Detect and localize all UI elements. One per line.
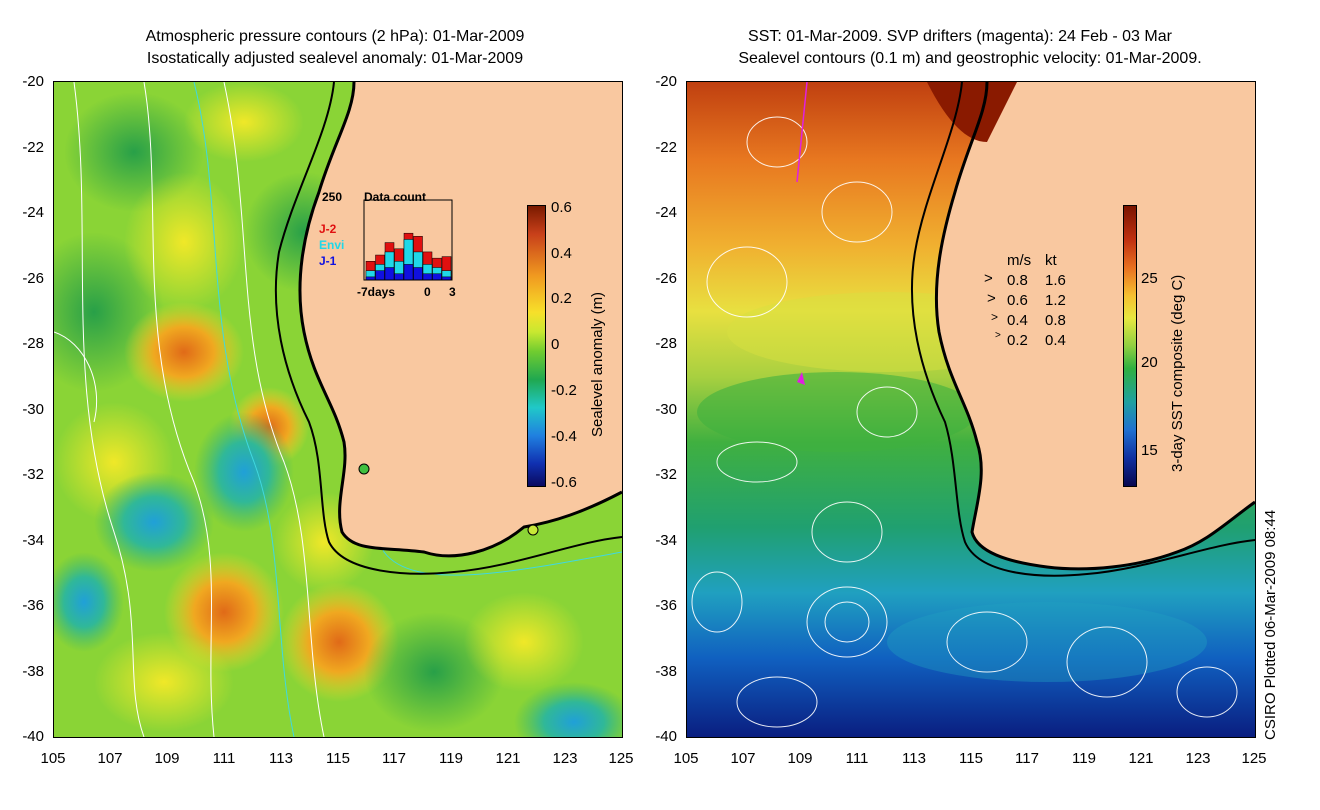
right-xtick: 105 bbox=[673, 750, 699, 767]
inset-bar bbox=[432, 273, 442, 281]
left-xtick: 111 bbox=[212, 750, 236, 767]
inset-legend-j1: J-1 bbox=[319, 254, 337, 268]
left-xtick: 125 bbox=[608, 750, 634, 767]
inset-bar bbox=[375, 270, 385, 281]
sst-map[interactable]: m/s kt > 0.8 1.6 > 0.6 1.2 > 0.4 0.8 > 0… bbox=[686, 81, 1256, 738]
right-xtick: 119 bbox=[1072, 750, 1096, 767]
data-count-inset bbox=[363, 199, 453, 281]
cbar-tick-1: 0.4 bbox=[551, 245, 572, 262]
left-ytick: -24 bbox=[22, 204, 44, 221]
vel-legend-arrow: > bbox=[991, 310, 999, 324]
cbar-title-left: Sealevel anomaly (m) bbox=[589, 291, 606, 437]
right-title-line2: Sealevel contours (0.1 m) and geostrophi… bbox=[738, 50, 1202, 67]
right-xtick: 109 bbox=[787, 750, 813, 767]
cbar-tick-3: 0 bbox=[551, 336, 560, 353]
right-xtick: 111 bbox=[845, 750, 869, 767]
left-xtick: 109 bbox=[154, 750, 180, 767]
left-ytick: -20 bbox=[22, 73, 44, 90]
sst-cbar-tick-1: 20 bbox=[1141, 354, 1158, 371]
right-ytick: -34 bbox=[655, 532, 677, 549]
right-xtick: 115 bbox=[959, 750, 983, 767]
left-ytick: -28 bbox=[22, 335, 44, 352]
sealevel-colorbar bbox=[527, 205, 546, 487]
right-ytick: -20 bbox=[655, 73, 677, 90]
left-title-line1: Atmospheric pressure contours (2 hPa): 0… bbox=[145, 28, 525, 45]
inset-ymax-label: 250 bbox=[322, 190, 343, 204]
left-xtick: 117 bbox=[382, 750, 406, 767]
vel-legend-kt: 0.4 bbox=[1045, 332, 1066, 349]
inset-xlabel-end: 3 bbox=[449, 285, 456, 299]
left-ytick: -32 bbox=[22, 466, 44, 483]
inset-bar bbox=[384, 267, 395, 281]
left-ytick: -22 bbox=[22, 139, 44, 156]
left-xtick: 107 bbox=[97, 750, 123, 767]
vel-legend-header-ms: m/s bbox=[1007, 252, 1032, 269]
vel-legend-header-kt: kt bbox=[1045, 252, 1057, 269]
vel-legend-arrow: > bbox=[984, 270, 993, 287]
right-ytick: -40 bbox=[655, 728, 677, 745]
vel-legend-kt: 0.8 bbox=[1045, 312, 1066, 329]
left-ytick: -38 bbox=[22, 663, 44, 680]
left-xtick: 115 bbox=[326, 750, 350, 767]
cbar-title-right: 3-day SST composite (deg C) bbox=[1169, 274, 1186, 472]
cbar-tick-0: 0.6 bbox=[551, 199, 572, 216]
inset-bar bbox=[413, 267, 423, 281]
right-ytick: -30 bbox=[655, 401, 677, 418]
right-ytick: -22 bbox=[655, 139, 677, 156]
sst-cbar-tick-2: 15 bbox=[1141, 442, 1158, 459]
left-xtick: 119 bbox=[439, 750, 463, 767]
inset-bar bbox=[403, 264, 414, 281]
left-xtick: 123 bbox=[552, 750, 578, 767]
cbar-tick-2: 0.2 bbox=[551, 290, 572, 307]
right-xtick: 125 bbox=[1241, 750, 1267, 767]
left-ytick: -26 bbox=[22, 270, 44, 287]
vel-legend-arrow: > bbox=[995, 330, 1001, 341]
left-title-line2: Isostatically adjusted sealevel anomaly:… bbox=[146, 50, 524, 67]
right-ytick: -38 bbox=[655, 663, 677, 680]
left-xtick: 113 bbox=[269, 750, 293, 767]
right-xtick: 123 bbox=[1185, 750, 1211, 767]
left-ytick: -30 bbox=[22, 401, 44, 418]
left-ytick: -34 bbox=[22, 532, 44, 549]
right-ytick: -32 bbox=[655, 466, 677, 483]
inset-bar bbox=[422, 273, 433, 281]
sst-cbar-tick-0: 25 bbox=[1141, 270, 1158, 287]
australia-land-right bbox=[936, 82, 1255, 569]
inset-xlabel-zero: 0 bbox=[424, 285, 431, 299]
inset-bar bbox=[394, 273, 404, 281]
vel-legend-ms: 0.2 bbox=[1007, 332, 1028, 349]
vel-legend-ms: 0.4 bbox=[1007, 312, 1028, 329]
vel-legend-ms: 0.6 bbox=[1007, 292, 1028, 309]
sst-field bbox=[687, 82, 1255, 737]
right-xtick: 121 bbox=[1128, 750, 1154, 767]
plot-credit: CSIRO Plotted 06-Mar-2009 08:44 bbox=[1262, 509, 1279, 740]
cbar-tick-6: -0.6 bbox=[551, 474, 577, 491]
vel-legend-kt: 1.6 bbox=[1045, 272, 1066, 289]
sealevel-anomaly-map[interactable]: 250 Data count J-2 Envi J-1 -7days 0 3 0… bbox=[53, 81, 623, 738]
left-ytick: -36 bbox=[22, 597, 44, 614]
inset-title: Data count bbox=[364, 190, 427, 204]
cbar-tick-5: -0.4 bbox=[551, 428, 577, 445]
left-xtick: 105 bbox=[40, 750, 66, 767]
sst-colorbar bbox=[1123, 205, 1137, 487]
left-ytick: -40 bbox=[22, 728, 44, 745]
vel-legend-kt: 1.2 bbox=[1045, 292, 1066, 309]
vel-legend-ms: 0.8 bbox=[1007, 272, 1028, 289]
right-ytick: -28 bbox=[655, 335, 677, 352]
right-ytick: -26 bbox=[655, 270, 677, 287]
inset-legend-envi: Envi bbox=[319, 238, 345, 252]
right-ytick: -36 bbox=[655, 597, 677, 614]
cbar-tick-4: -0.2 bbox=[551, 382, 577, 399]
right-xtick: 113 bbox=[902, 750, 926, 767]
right-xtick: 117 bbox=[1015, 750, 1039, 767]
right-title-line1: SST: 01-Mar-2009. SVP drifters (magenta)… bbox=[748, 28, 1172, 45]
inset-xlabel-start: -7days bbox=[357, 285, 396, 299]
right-xtick: 107 bbox=[730, 750, 756, 767]
inset-legend-j2: J-2 bbox=[319, 222, 337, 236]
left-xtick: 121 bbox=[495, 750, 521, 767]
right-ytick: -24 bbox=[655, 204, 677, 221]
vel-legend-arrow: > bbox=[987, 290, 996, 307]
